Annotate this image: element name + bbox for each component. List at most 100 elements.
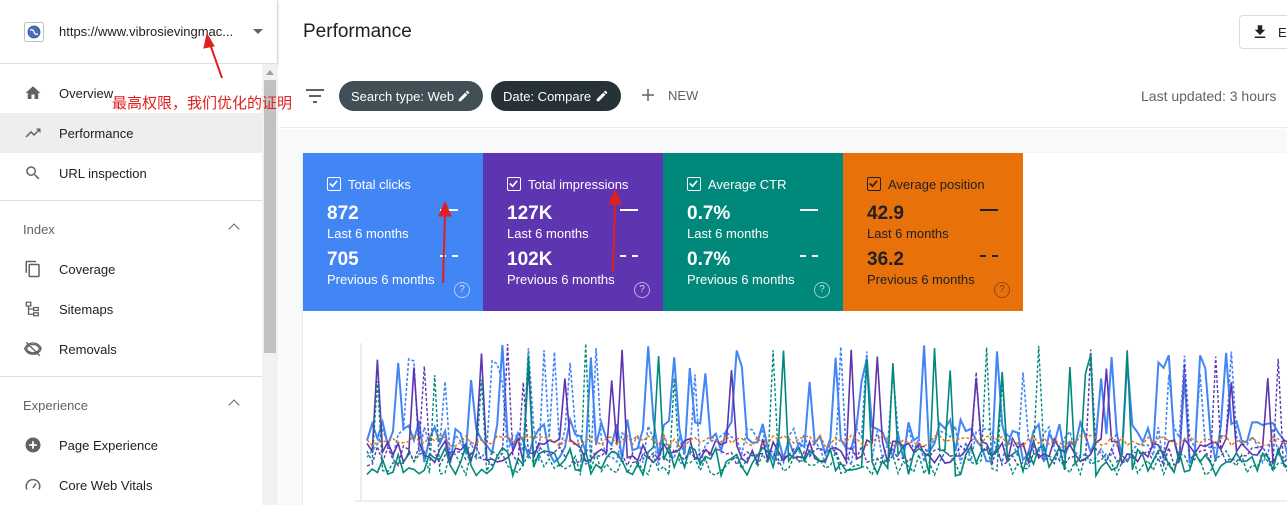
add-circle-icon <box>23 435 43 455</box>
property-selector[interactable]: https://www.vibrosievingmac... <box>0 0 278 64</box>
help-icon[interactable]: ? <box>454 282 470 298</box>
metric-previous-value: 705 <box>327 249 359 270</box>
property-url: https://www.vibrosievingmac... <box>59 24 234 39</box>
solid-line-legend <box>620 209 638 211</box>
divider <box>0 376 262 377</box>
filter-icon[interactable] <box>305 87 325 110</box>
checkbox-checked-icon[interactable] <box>867 177 881 191</box>
metric-previous-period: Previous 6 months <box>687 272 795 287</box>
globe-icon <box>24 22 44 42</box>
metric-previous-period: Previous 6 months <box>867 272 975 287</box>
sidebar-item-removals[interactable]: Removals <box>0 329 262 369</box>
chart-series-line <box>366 343 1287 478</box>
chart-series-line <box>366 344 1287 468</box>
chevron-down-icon[interactable] <box>253 29 263 34</box>
chart-series-line <box>366 344 1287 464</box>
metric-total-clicks[interactable]: Total clicks 872 Last 6 months 705 Previ… <box>303 153 483 311</box>
sidebar-item-coverage[interactable]: Coverage <box>0 249 262 289</box>
sidebar-item-label: URL inspection <box>59 165 147 181</box>
checkbox-checked-icon[interactable] <box>507 177 521 191</box>
chevron-up-icon <box>228 223 240 235</box>
metric-previous-value: 36.2 <box>867 249 904 270</box>
chip-date[interactable]: Date: Compare <box>491 81 621 111</box>
solid-line-legend <box>800 209 818 211</box>
scrollbar-thumb[interactable] <box>264 80 276 353</box>
plus-icon <box>639 86 657 109</box>
metric-current-period: Last 6 months <box>687 226 769 241</box>
metric-previous-value: 102K <box>507 249 553 270</box>
chip-label: Date: Compare <box>503 88 592 104</box>
section-header-label: Experience <box>23 398 89 413</box>
dashed-line-legend <box>440 255 458 257</box>
edit-pencil-icon <box>595 89 609 106</box>
edit-pencil-icon <box>457 89 471 106</box>
solid-line-legend <box>980 209 998 211</box>
performance-card: Total clicks 872 Last 6 months 705 Previ… <box>303 153 1287 505</box>
scroll-up-arrow-icon[interactable] <box>266 70 274 75</box>
metric-current-value: 42.9 <box>867 203 904 224</box>
sidebar-item-label: Core Web Vitals <box>59 477 153 493</box>
page-title: Performance <box>303 21 412 42</box>
sidebar-item-page-experience[interactable]: Page Experience <box>0 425 262 465</box>
chip-search-type[interactable]: Search type: Web <box>339 81 483 111</box>
trending-up-icon <box>23 123 43 143</box>
checkbox-checked-icon[interactable] <box>687 177 701 191</box>
top-bar: Performance E <box>279 0 1287 64</box>
main-content: Total clicks 872 Last 6 months 705 Previ… <box>279 129 1287 505</box>
sitemap-icon <box>23 299 43 319</box>
metric-previous-period: Previous 6 months <box>327 272 435 287</box>
performance-line-chart[interactable] <box>327 311 1287 505</box>
annotation-text: 最高权限，我们优化的证明 <box>112 95 293 112</box>
sidebar-item-label: Removals <box>59 341 117 357</box>
metric-previous-value: 0.7% <box>687 249 731 270</box>
last-updated-text: Last updated: 3 hours <box>1141 88 1277 104</box>
chart-series-line <box>366 433 1287 449</box>
metric-current-value: 872 <box>327 203 359 224</box>
sidebar-item-performance[interactable]: Performance <box>0 113 262 153</box>
chevron-up-icon <box>228 399 240 411</box>
metric-current-period: Last 6 months <box>867 226 949 241</box>
filter-bar: Search type: Web Date: Compare NEW Last … <box>279 64 1287 128</box>
sidebar-item-label: Overview <box>59 85 114 101</box>
metric-current-value: 127K <box>507 203 553 224</box>
solid-line-legend <box>440 209 458 211</box>
search-icon <box>23 163 43 183</box>
help-icon[interactable]: ? <box>994 282 1010 298</box>
visibility-off-icon <box>23 339 43 359</box>
metric-name: Average position <box>888 177 985 192</box>
dashed-line-legend <box>800 255 818 257</box>
sidebar-item-core-web-vitals[interactable]: Core Web Vitals <box>0 465 262 505</box>
file-copy-icon <box>23 259 43 279</box>
metric-total-impressions[interactable]: Total impressions 127K Last 6 months 102… <box>483 153 663 311</box>
metric-current-value: 0.7% <box>687 203 731 224</box>
metric-current-period: Last 6 months <box>327 226 409 241</box>
dashed-line-legend <box>620 255 638 257</box>
sidebar-item-sitemaps[interactable]: Sitemaps <box>0 289 262 329</box>
sidebar-item-label: Sitemaps <box>59 301 114 317</box>
metric-average-position[interactable]: Average position 42.9 Last 6 months 36.2… <box>843 153 1023 311</box>
sidebar-nav: Overview Performance URL inspection Inde… <box>0 64 262 505</box>
sidebar-scrollbar[interactable] <box>262 64 278 505</box>
help-icon[interactable]: ? <box>634 282 650 298</box>
metric-name: Average CTR <box>708 177 787 192</box>
export-button[interactable]: E <box>1239 15 1287 49</box>
chart-series-layer <box>366 343 1287 479</box>
metric-name: Total impressions <box>528 177 629 192</box>
checkbox-checked-icon[interactable] <box>327 177 341 191</box>
help-icon[interactable]: ? <box>814 282 830 298</box>
metric-average-ctr[interactable]: Average CTR 0.7% Last 6 months 0.7% Prev… <box>663 153 843 311</box>
metric-previous-period: Previous 6 months <box>507 272 615 287</box>
speed-gauge-icon <box>23 475 43 495</box>
sidebar-item-label: Performance <box>59 125 134 141</box>
sidebar-item-url-inspection[interactable]: URL inspection <box>0 153 262 193</box>
metric-name: Total clicks <box>348 177 411 192</box>
sidebar-item-label: Page Experience <box>59 437 159 453</box>
download-icon <box>1251 23 1269 46</box>
chip-label: Search type: Web <box>351 88 455 104</box>
divider <box>0 200 262 201</box>
new-label: NEW <box>668 88 699 103</box>
section-header-experience[interactable]: Experience <box>0 385 262 425</box>
sidebar-item-overview[interactable]: Overview <box>0 73 262 113</box>
section-header-index[interactable]: Index <box>0 209 262 249</box>
sidebar: https://www.vibrosievingmac... Overview … <box>0 0 278 505</box>
